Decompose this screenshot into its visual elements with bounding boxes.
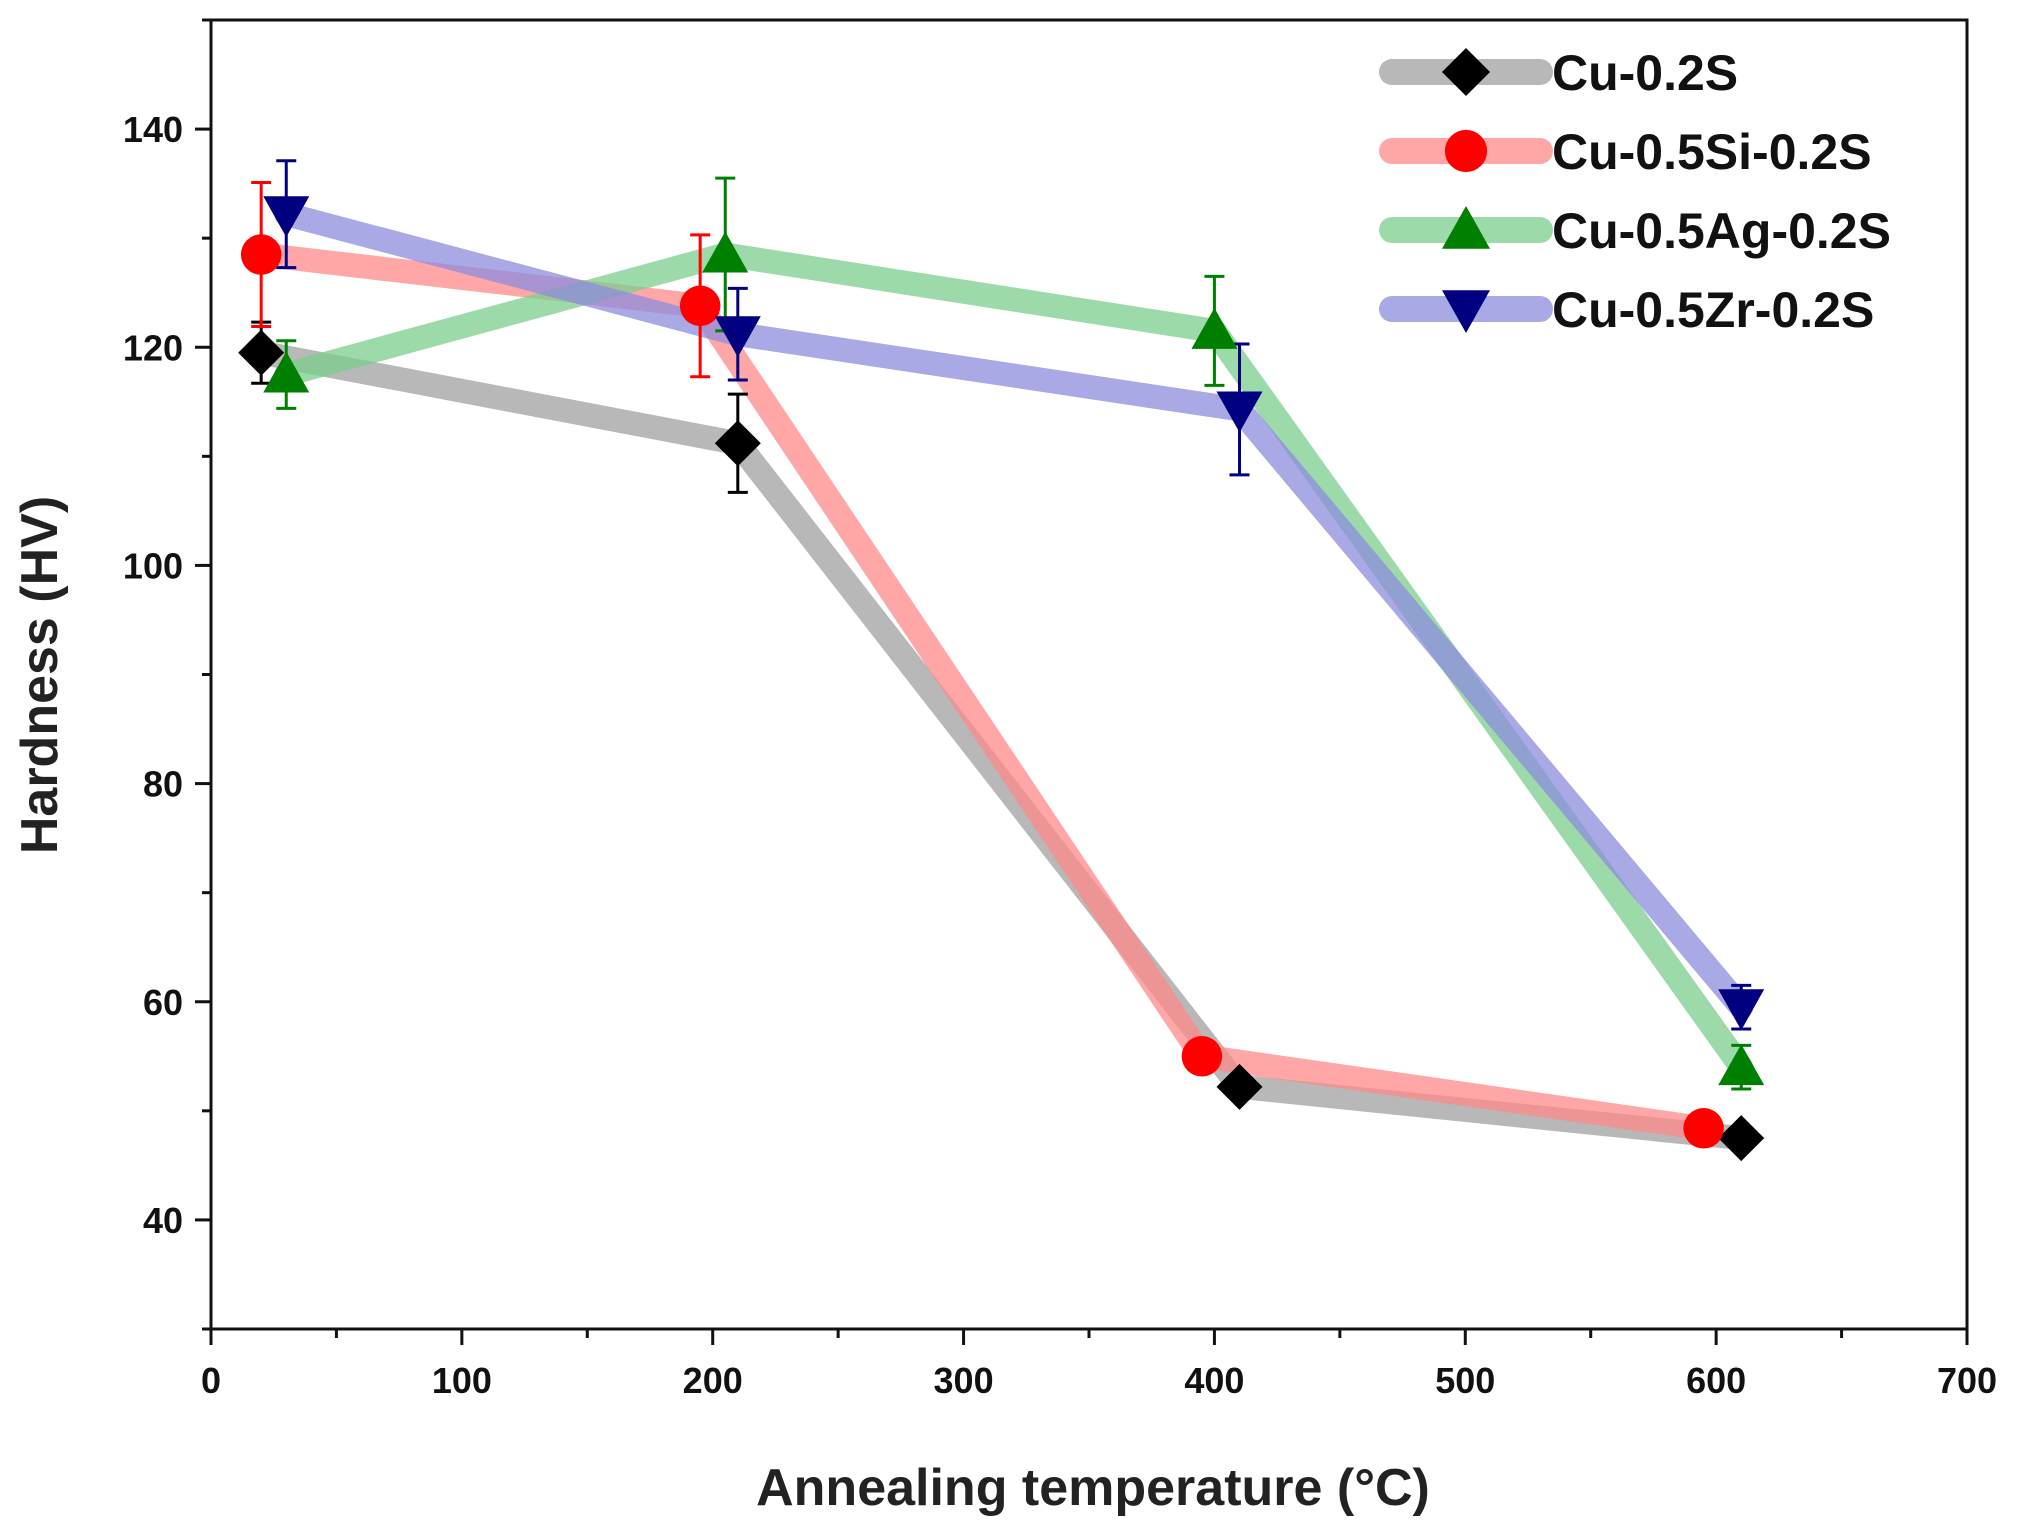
x-axis-title: Annealing temperature (°C) xyxy=(756,1459,1430,1517)
x-tick-label: 500 xyxy=(1435,1360,1495,1401)
data-point xyxy=(1181,1036,1223,1077)
y-tick-label: 40 xyxy=(143,1200,183,1241)
y-tick-label: 80 xyxy=(143,764,183,805)
data-markers xyxy=(238,196,1765,1162)
y-tick-label: 100 xyxy=(123,545,183,586)
data-point xyxy=(1216,1063,1263,1110)
series-line-1 xyxy=(249,242,1716,1141)
data-point xyxy=(714,316,761,358)
legend-label: Cu-0.2S xyxy=(1552,45,1738,101)
data-point xyxy=(1718,1044,1765,1086)
y-tick-label: 120 xyxy=(123,327,183,368)
x-tick-label: 700 xyxy=(1937,1360,1997,1401)
data-point xyxy=(1683,1108,1724,1149)
x-tick-label: 300 xyxy=(934,1360,994,1401)
data-point xyxy=(238,329,285,376)
legend: Cu-0.2S Cu-0.5Si-0.2S Cu-0.5Ag-0.2S Cu-0.5Z… xyxy=(1379,45,1891,338)
data-point xyxy=(1216,391,1263,433)
y-axis-title: Hardness (HV) xyxy=(11,496,69,854)
x-tick-label: 600 xyxy=(1686,1360,1746,1401)
data-point xyxy=(714,420,761,467)
series-line-3 xyxy=(274,202,1754,1020)
data-point xyxy=(679,285,721,327)
legend-label: Cu-0.5Si-0.2S xyxy=(1552,124,1872,180)
legend-label: Cu-0.5Zr-0.2S xyxy=(1552,282,1874,338)
data-point xyxy=(263,196,310,238)
legend-label: Cu-0.5Ag-0.2S xyxy=(1552,203,1891,259)
data-point xyxy=(702,231,749,273)
series-lines xyxy=(249,202,1754,1151)
data-point xyxy=(1191,307,1238,349)
series-line-0 xyxy=(249,340,1754,1151)
legend-marker xyxy=(1444,129,1488,173)
y-tick-label: 140 xyxy=(123,109,183,150)
legend-marker xyxy=(1442,48,1490,96)
x-tick-label: 100 xyxy=(432,1360,492,1401)
data-point xyxy=(1718,989,1765,1031)
legend-marker xyxy=(1442,206,1490,249)
data-point xyxy=(263,351,310,393)
data-point xyxy=(1718,1115,1765,1162)
x-tick-label: 200 xyxy=(683,1360,743,1401)
legend-marker xyxy=(1442,290,1490,333)
axis-ticks: 0 100 200 300 400 500 600 700 40 60 80 100 120 140 xyxy=(123,18,1997,1401)
y-tick-label: 60 xyxy=(143,982,183,1023)
x-tick-label: 0 xyxy=(201,1360,221,1401)
data-point xyxy=(240,234,282,275)
x-tick-label: 400 xyxy=(1184,1360,1244,1401)
